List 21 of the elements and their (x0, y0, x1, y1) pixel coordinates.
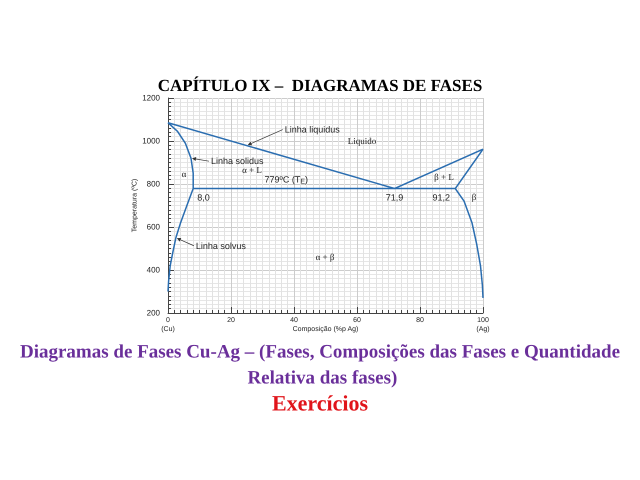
annotation: Liquido (348, 136, 377, 146)
y-tick-label: 1200 (142, 94, 161, 102)
y-tick-label: 1000 (142, 136, 161, 146)
text: Exercícios (272, 390, 368, 416)
annotation: 91,2 (432, 192, 450, 203)
y-tick-label: 400 (146, 266, 161, 274)
annotation: 71,9 (386, 192, 404, 203)
chart-title: CAPÍTULO IX – DIAGRAMAS DE FASES (158, 76, 482, 95)
annotation: β + L (434, 172, 454, 182)
y-tick-label: 200 (146, 308, 161, 318)
annotation: Linha solvus (196, 240, 246, 251)
annotation: β (472, 192, 477, 202)
annotation: 8,0 (197, 192, 210, 203)
annotation: α + β (316, 252, 335, 262)
text: Diagramas de Fases Cu-Ag – (Fases, Composições das Fases e Quantidade Relativa das fases) (20, 342, 620, 388)
annotation: α + L (242, 165, 262, 175)
annotation: Linha solidus (210, 156, 264, 166)
y-tick-label: 600 (146, 222, 161, 232)
annotation: α (182, 169, 187, 179)
annotation: Linha liquidus (284, 124, 340, 135)
y-tick-label: 800 (146, 180, 161, 188)
